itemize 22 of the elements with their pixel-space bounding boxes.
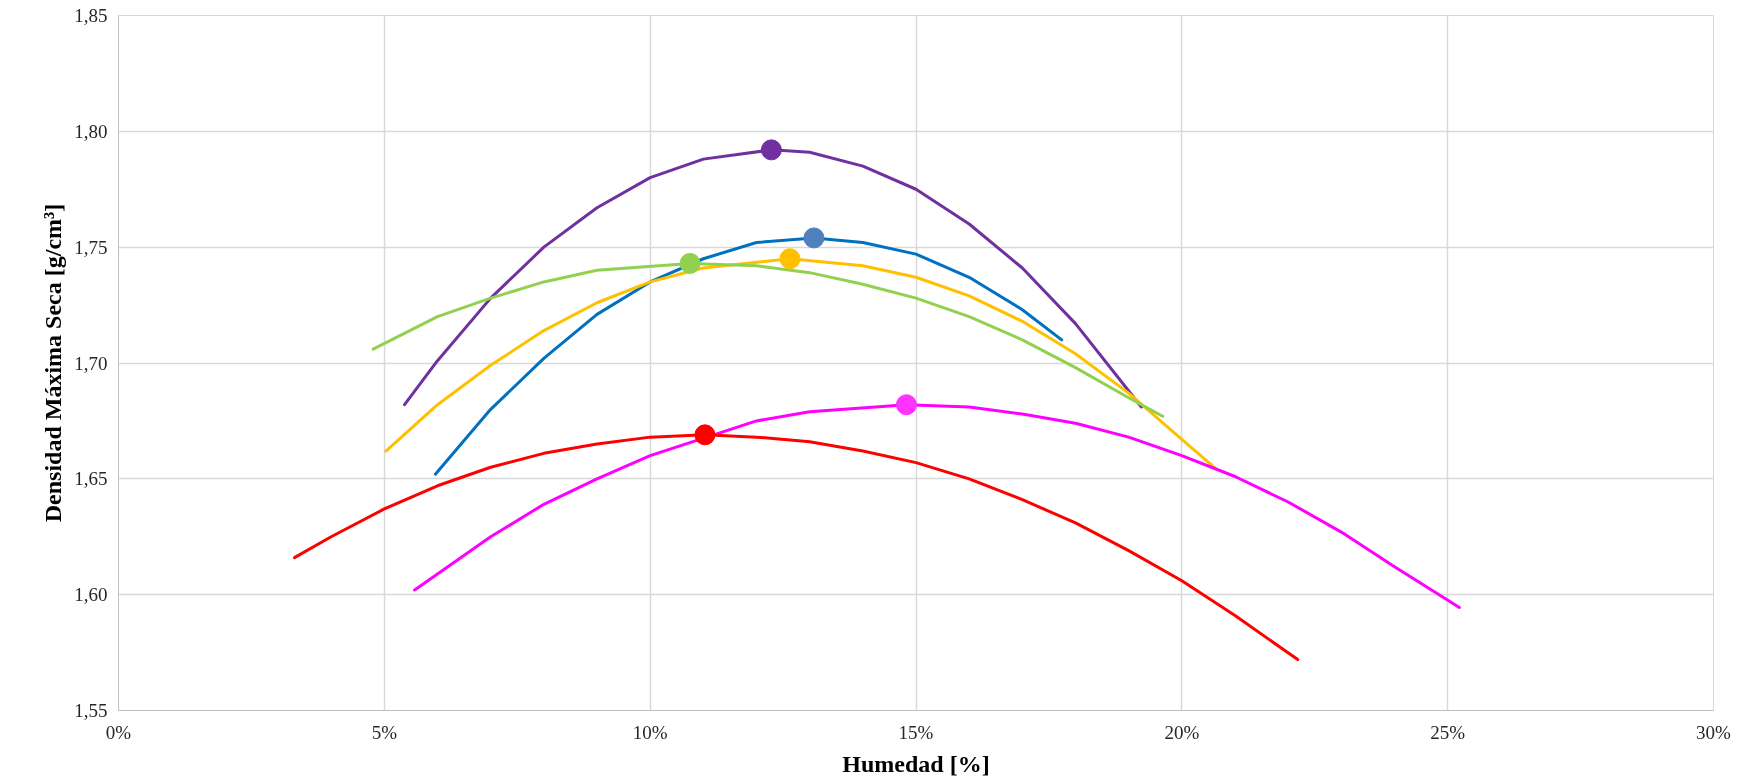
x-tick-label: 15% bbox=[898, 721, 934, 743]
y-axis-title: Densidad Máxima Seca [g/cm³] bbox=[40, 203, 67, 523]
point bbox=[895, 394, 917, 416]
x-tick-label: 30% bbox=[1696, 721, 1732, 743]
y-tick-label: 1,65 bbox=[74, 468, 108, 490]
y-tick-label: 1,80 bbox=[74, 120, 108, 142]
point bbox=[694, 424, 716, 446]
point bbox=[760, 139, 782, 161]
x-tick-label: 20% bbox=[1164, 721, 1200, 743]
y-tick-label: 1,60 bbox=[74, 584, 108, 606]
y-tick-label: 1,70 bbox=[74, 352, 108, 374]
x-tick-label: 5% bbox=[371, 721, 398, 743]
x-axis-title: Humedad [%] bbox=[842, 750, 990, 777]
y-tick-label: 1,55 bbox=[74, 700, 108, 721]
x-tick-label: 25% bbox=[1430, 721, 1466, 743]
x-tick-label: 0% bbox=[105, 721, 132, 743]
y-tick-label: 1,85 bbox=[74, 5, 108, 26]
point bbox=[779, 248, 801, 270]
point bbox=[679, 252, 701, 274]
y-tick-label: 1,75 bbox=[74, 236, 108, 258]
x-tick-label: 10% bbox=[632, 721, 668, 743]
point bbox=[803, 227, 825, 249]
